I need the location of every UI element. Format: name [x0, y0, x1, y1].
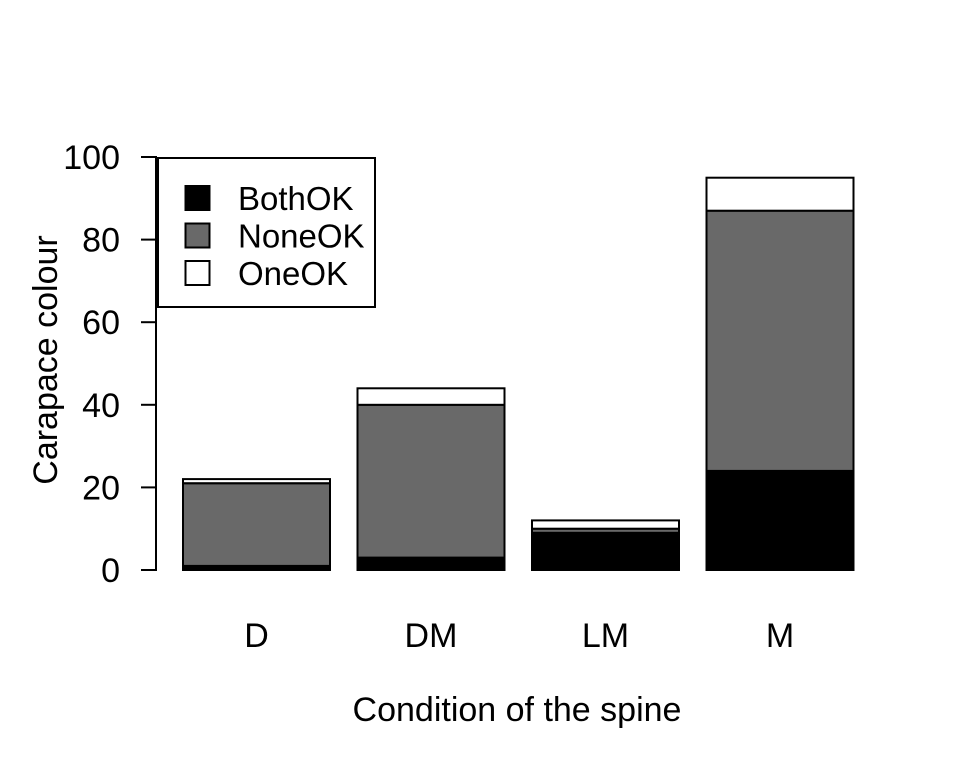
x-tick-label: LM — [582, 617, 629, 655]
x-axis: D DM LM M — [244, 617, 794, 655]
bar-segment-DM-BothOK — [356, 556, 506, 571]
bar-segment-M-OneOK — [705, 176, 855, 212]
bar-segment-LM-BothOK — [531, 531, 680, 571]
legend-entry-noneok: NoneOK — [184, 218, 365, 255]
legend-entry-bothok: BothOK — [184, 180, 354, 217]
legend-swatch-oneok — [184, 260, 211, 286]
y-axis: 0 20 40 60 80 100 — [63, 139, 157, 590]
x-axis-title: Condition of the spine — [353, 691, 682, 729]
bar-segment-D-OneOK — [182, 478, 331, 485]
legend-swatch-bothok — [184, 185, 211, 211]
legend-swatch-noneok — [184, 222, 211, 249]
y-tick-label: 60 — [82, 304, 120, 342]
y-tick-label: 100 — [63, 139, 120, 177]
y-axis-title: Carapace colour — [27, 235, 65, 484]
y-tick-label: 80 — [82, 222, 120, 260]
x-tick-label: D — [244, 617, 269, 655]
y-tick-label: 40 — [82, 387, 120, 425]
legend: BothOK NoneOK OneOK — [157, 157, 376, 308]
bar-segment-DM-OneOK — [356, 387, 506, 406]
bar-segment-D-NoneOK — [182, 482, 331, 567]
bar-segment-LM-OneOK — [531, 519, 680, 530]
x-tick-label: DM — [405, 617, 458, 655]
x-tick-label: M — [766, 617, 794, 655]
bar-segment-DM-NoneOK — [356, 403, 506, 559]
y-tick-label: 0 — [101, 552, 120, 590]
legend-label-noneok: NoneOK — [238, 218, 365, 255]
y-tick-label: 20 — [82, 469, 120, 507]
bar-segment-M-BothOK — [705, 469, 855, 571]
legend-label-bothok: BothOK — [238, 180, 354, 217]
bar-segment-M-NoneOK — [705, 209, 855, 472]
bars — [182, 176, 855, 572]
legend-entry-oneok: OneOK — [184, 255, 348, 292]
legend-label-oneok: OneOK — [238, 255, 348, 292]
